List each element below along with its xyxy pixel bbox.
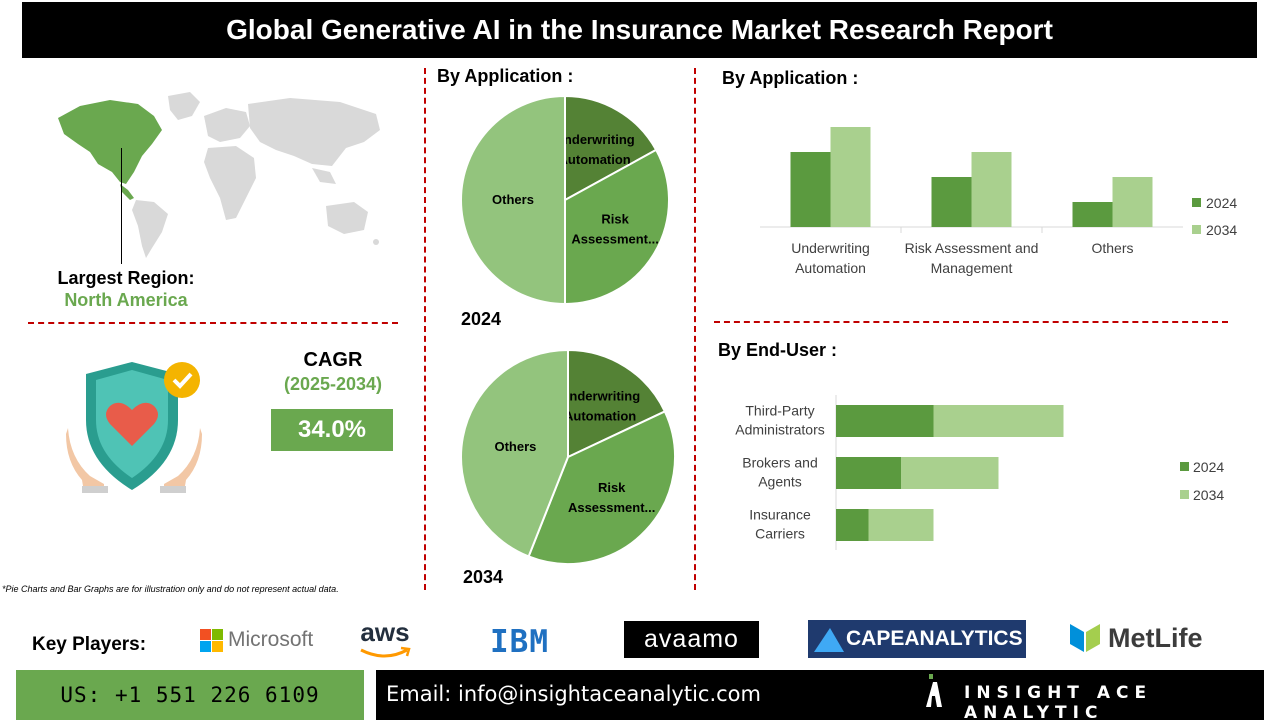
disclaimer-note: *Pie Charts and Bar Graphs are for illus…	[2, 584, 339, 594]
legend-swatch-2034	[1180, 490, 1189, 499]
brand-name: INSIGHT ACE ANALYTIC	[964, 683, 1153, 723]
email-contact[interactable]: Email: info@insightaceanalytic.com	[386, 682, 761, 706]
bar-2034	[830, 127, 871, 227]
bar-chart-end-user: Third-Party Administrators Brokers and Agen…	[735, 395, 1224, 550]
cape-mountain-icon	[814, 628, 844, 652]
legend-label: 2034	[1193, 487, 1224, 503]
cagr-period: (2025-2034)	[283, 374, 383, 394]
pie-slice-underwriting-automation	[564, 94, 658, 202]
microsoft-logo-text: Microsoft	[228, 628, 314, 651]
pie-slice-underwriting-automation	[567, 350, 667, 459]
divider-left	[424, 68, 426, 590]
bar-2034	[868, 509, 934, 541]
largest-region-value: North America	[64, 290, 188, 310]
bar-app-section-title: By Application :	[722, 68, 859, 88]
aws-logo: aws	[357, 618, 413, 662]
pie-chart-2024: Underwriting Automation Risk Assessment... O…	[460, 94, 670, 306]
bar-2024	[790, 152, 831, 227]
bar-2034	[1112, 177, 1153, 227]
legend-swatch-2034	[1192, 225, 1201, 234]
aws-smile-icon	[360, 646, 411, 658]
bar-2034	[901, 457, 999, 489]
region-pointer-line	[121, 148, 122, 264]
divider-right	[694, 68, 696, 590]
y-tick-label: Third-Party Administrators	[735, 403, 824, 438]
avaamo-logo: avaamo	[624, 621, 759, 658]
y-tick-label: Insurance Carriers	[749, 507, 811, 542]
phone-contact[interactable]: US: +1 551 226 6109	[16, 670, 364, 720]
pie-slice-label: Risk Assessment...	[568, 480, 655, 515]
pie-2034-year-label: 2034	[463, 567, 504, 587]
footer-bar: Email: info@insightaceanalytic.com INSIG…	[376, 670, 1264, 723]
ibm-logo: IBM	[490, 624, 549, 660]
bar-2034	[933, 405, 1064, 437]
pie-slice-others	[460, 350, 569, 558]
pie-section-title: By Application :	[437, 66, 574, 86]
bar-2024	[836, 405, 934, 437]
capeanalytics-logo: CAPEANALYTICS	[808, 620, 1026, 658]
bar-2024	[931, 177, 972, 227]
pie-slice-label: Others	[492, 192, 534, 207]
largest-region-label: Largest Region:	[57, 268, 195, 288]
pie-slice-label: Others	[494, 439, 536, 454]
cagr-label: CAGR	[303, 349, 363, 371]
microsoft-logo: Microsoft	[200, 626, 313, 654]
bar-chart-application: Underwriting Automation Risk Assessment an…	[760, 127, 1237, 276]
y-tick-label: Brokers and Agents	[742, 455, 817, 490]
divider-region	[28, 322, 398, 324]
aws-logo-text: aws	[360, 617, 410, 647]
key-players-label: Key Players:	[32, 634, 147, 655]
x-tick-label: Risk Assessment and Management	[905, 240, 1039, 276]
legend-label: 2034	[1206, 222, 1237, 238]
divider-charts	[714, 321, 1228, 323]
bar-2024	[836, 457, 901, 489]
brand-a-icon	[926, 674, 942, 707]
metlife-logo-text: MetLife	[1108, 622, 1203, 653]
pie-slice-others	[460, 94, 566, 306]
legend-swatch-2024	[1192, 198, 1201, 207]
pie-slice-risk-assessment	[527, 410, 676, 564]
x-tick-label: Others	[1091, 240, 1133, 256]
bar-end-section-title: By End-User :	[718, 340, 838, 360]
pie-2024-year-label: 2024	[461, 309, 502, 329]
pie-slice-label: Risk Assessment...	[571, 212, 658, 247]
bar-2024	[1072, 202, 1113, 227]
bar-2024	[836, 509, 869, 541]
legend-label: 2024	[1193, 459, 1224, 475]
cagr-value: 34.0%	[271, 409, 393, 451]
bar-2034	[971, 152, 1012, 227]
legend-label: 2024	[1206, 195, 1237, 211]
page-title: Global Generative AI in the Insurance Ma…	[22, 2, 1257, 58]
metlife-mark-icon	[1070, 624, 1100, 652]
pie-slice-risk-assessment	[564, 148, 670, 306]
capeanalytics-logo-text: CAPEANALYTICS	[846, 627, 1023, 650]
x-tick-label: Underwriting Automation	[791, 240, 870, 276]
world-map-icon	[58, 92, 380, 258]
pie-chart-2034: Underwriting Automation Risk Assessment... O…	[460, 350, 676, 564]
metlife-logo: MetLife	[1068, 621, 1203, 655]
insurance-shield-icon	[66, 362, 202, 493]
legend-swatch-2024	[1180, 462, 1189, 471]
microsoft-squares-icon	[200, 628, 223, 652]
pie-slice-label: Underwriting Automation	[555, 132, 635, 167]
pie-slice-label: Underwriting Automation	[560, 388, 640, 423]
